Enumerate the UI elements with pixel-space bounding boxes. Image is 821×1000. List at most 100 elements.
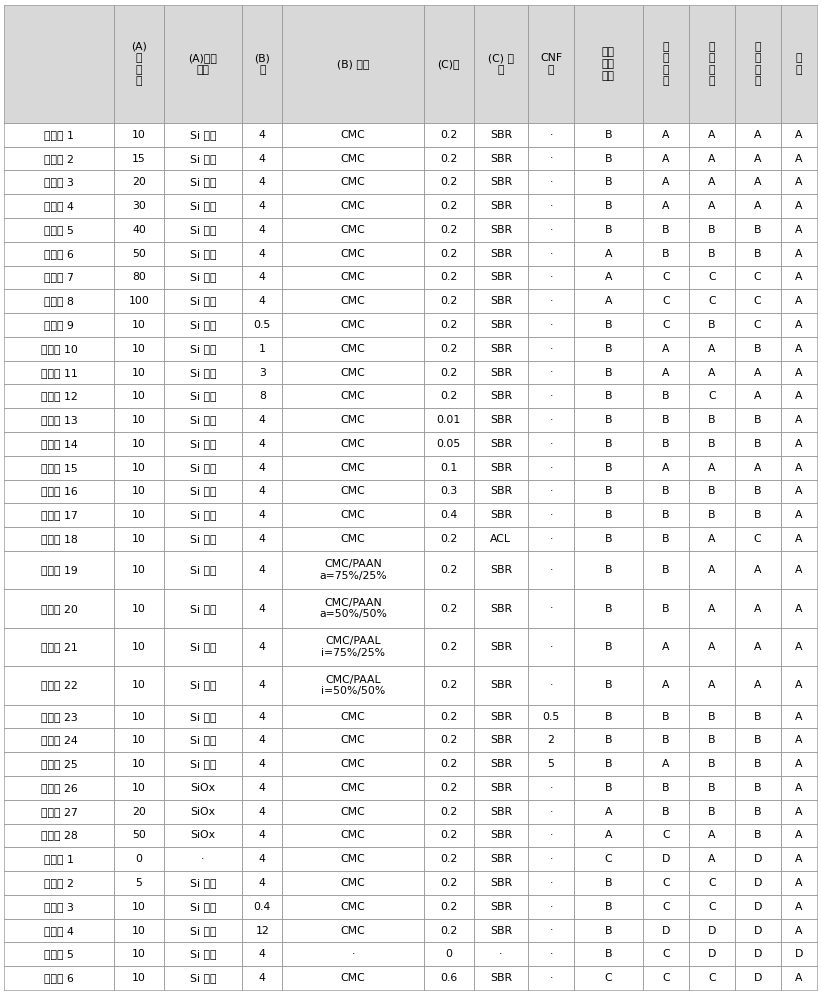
Bar (528, 776, 574, 800)
Text: SBR: SBR (490, 463, 512, 473)
Text: Si 合金: Si 合金 (190, 926, 216, 936)
Text: 实施例 13: 实施例 13 (41, 415, 77, 425)
Bar (164, 919, 242, 942)
Bar (574, 123, 643, 147)
Bar (242, 408, 282, 432)
Bar (282, 384, 424, 408)
Text: B: B (605, 486, 612, 496)
Text: A: A (795, 830, 802, 840)
Text: C: C (754, 320, 761, 330)
Bar (282, 847, 424, 871)
Text: A: A (708, 830, 715, 840)
Bar (282, 432, 424, 456)
Text: B: B (605, 878, 612, 888)
Bar (781, 5, 817, 123)
Bar (4, 5, 114, 123)
Bar (242, 728, 282, 752)
Bar (689, 824, 735, 847)
Text: 0.4: 0.4 (254, 902, 271, 912)
Bar (242, 503, 282, 527)
Text: 4: 4 (259, 949, 266, 959)
Text: SBR: SBR (490, 604, 512, 614)
Bar (242, 895, 282, 919)
Text: SBR: SBR (490, 878, 512, 888)
Text: A: A (754, 154, 761, 164)
Bar (643, 919, 689, 942)
Bar (4, 456, 114, 480)
Text: (B) 种类: (B) 种类 (337, 59, 369, 69)
Bar (735, 170, 781, 194)
Text: CMC: CMC (341, 783, 365, 793)
Bar (4, 289, 114, 313)
Bar (643, 871, 689, 895)
Bar (164, 824, 242, 847)
Text: A: A (795, 130, 802, 140)
Text: 实施例 9: 实施例 9 (44, 320, 74, 330)
Bar (643, 942, 689, 966)
Text: 10: 10 (132, 415, 146, 425)
Bar (114, 337, 164, 361)
Bar (781, 847, 817, 871)
Bar (474, 123, 528, 147)
Text: SBR: SBR (490, 565, 512, 575)
Bar (689, 800, 735, 824)
Text: ·: · (549, 604, 553, 614)
Bar (424, 527, 474, 551)
Text: 0.2: 0.2 (440, 680, 457, 690)
Text: 10: 10 (132, 368, 146, 378)
Bar (735, 147, 781, 170)
Text: A: A (795, 272, 802, 282)
Text: A: A (795, 510, 802, 520)
Bar (474, 480, 528, 503)
Bar (424, 266, 474, 289)
Text: CMC/PAAL
i=75%/25%: CMC/PAAL i=75%/25% (321, 636, 385, 658)
Bar (424, 194, 474, 218)
Bar (574, 480, 643, 503)
Bar (574, 456, 643, 480)
Text: ·: · (549, 415, 553, 425)
Bar (114, 871, 164, 895)
Bar (574, 847, 643, 871)
Bar (242, 384, 282, 408)
Text: SBR: SBR (490, 759, 512, 769)
Text: A: A (708, 642, 715, 652)
Text: C: C (662, 296, 670, 306)
Bar (689, 589, 735, 628)
Text: CMC: CMC (341, 320, 365, 330)
Text: B: B (754, 415, 761, 425)
Text: B: B (708, 712, 715, 722)
Bar (474, 628, 528, 666)
Bar (528, 966, 574, 990)
Text: 实施例 25: 实施例 25 (41, 759, 77, 769)
Text: A: A (795, 973, 802, 983)
Text: 4: 4 (259, 854, 266, 864)
Bar (242, 824, 282, 847)
Text: A: A (795, 735, 802, 745)
Text: SBR: SBR (490, 272, 512, 282)
Bar (424, 705, 474, 728)
Text: B: B (605, 680, 612, 690)
Text: 掉
粉: 掉 粉 (796, 53, 802, 75)
Bar (242, 800, 282, 824)
Bar (424, 123, 474, 147)
Text: CMC: CMC (341, 368, 365, 378)
Bar (528, 337, 574, 361)
Bar (114, 551, 164, 589)
Text: C: C (754, 534, 761, 544)
Bar (735, 289, 781, 313)
Text: Si 合金: Si 合金 (190, 902, 216, 912)
Bar (474, 666, 528, 705)
Bar (643, 966, 689, 990)
Bar (643, 123, 689, 147)
Bar (242, 666, 282, 705)
Text: 4: 4 (259, 415, 266, 425)
Text: 0.2: 0.2 (440, 154, 457, 164)
Text: A: A (754, 604, 761, 614)
Text: 0.4: 0.4 (440, 510, 457, 520)
Bar (424, 384, 474, 408)
Text: (C)量: (C)量 (438, 59, 460, 69)
Bar (643, 800, 689, 824)
Text: 10: 10 (132, 949, 146, 959)
Bar (474, 170, 528, 194)
Text: ·: · (549, 177, 553, 187)
